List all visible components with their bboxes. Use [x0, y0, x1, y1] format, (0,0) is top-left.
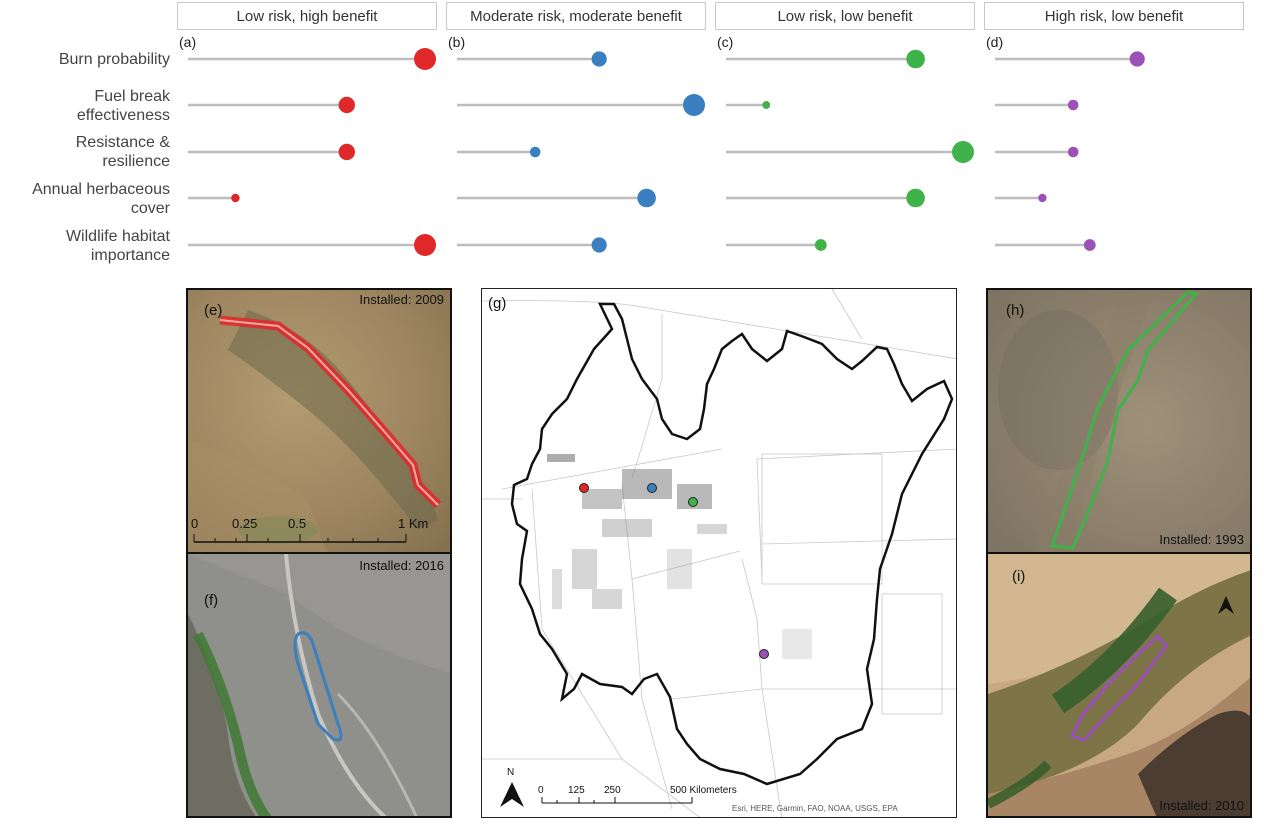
map-svg: N 0 125 250 500 Kilometers Esri, HERE, G…	[482, 289, 956, 817]
north-arrow-icon	[1218, 596, 1234, 614]
row-label-line: resilience	[102, 153, 170, 170]
lollipop-point	[906, 49, 925, 69]
lollipop-point	[338, 143, 355, 161]
aerial-image-i	[988, 554, 1250, 816]
lollipop-point	[683, 94, 705, 116]
aerial-photo-f: (f) Installed: 2016	[186, 552, 452, 818]
row-label-resistance: Resistance & resilience	[0, 133, 170, 171]
map-scale-tick-0: 0	[538, 785, 544, 796]
lollipop-chart	[188, 48, 1145, 256]
panel-header-b: Moderate risk, moderate benefit	[446, 2, 706, 30]
scale-tick-e-025: 0.25	[232, 516, 257, 531]
aerial-photo-i: (i) Installed: 2010	[986, 552, 1252, 818]
lollipop-point	[1067, 146, 1079, 158]
panel-letter-b: (b)	[448, 34, 466, 50]
row-label-line: Burn probability	[58, 51, 170, 68]
lollipop-point	[1129, 51, 1145, 67]
map-site-marker-blue	[647, 483, 657, 493]
photo-letter-e: (e)	[204, 302, 223, 319]
scale-tick-e-0: 0	[191, 516, 198, 531]
installed-label-i: Installed: 2010	[1159, 798, 1244, 813]
installed-label-h: Installed: 1993	[1159, 532, 1244, 547]
lollipop-point	[1083, 239, 1096, 251]
map-letter-g: (g)	[488, 295, 507, 312]
aerial-image-h	[988, 290, 1250, 552]
row-label-line: Annual herbaceous	[32, 181, 170, 198]
installed-label-f: Installed: 2016	[359, 558, 444, 573]
study-area-boundary	[510, 302, 954, 786]
row-label-line: cover	[130, 200, 170, 217]
panel-header-c: Low risk, low benefit	[715, 2, 975, 30]
map-site-marker-red	[579, 483, 589, 493]
row-label-wildlife: Wildlife habitat importance	[0, 227, 170, 265]
aerial-photo-e: 0 0.25 0.5 1 Km (e) Installed: 2009	[186, 288, 452, 554]
photo-letter-f: (f)	[204, 592, 219, 609]
lollipop-point	[591, 51, 607, 67]
lollipop-point	[637, 188, 656, 208]
aerial-image-f	[188, 554, 450, 816]
row-label-fuel-break: Fuel break effectiveness	[0, 87, 170, 125]
map-panel-g: N 0 125 250 500 Kilometers Esri, HERE, G…	[481, 288, 957, 818]
row-label-line: Fuel break	[94, 88, 170, 105]
panel-letter-a: (a)	[179, 34, 197, 50]
fuel-break-outline-h	[1049, 290, 1199, 550]
photo-letter-i: (i)	[1012, 568, 1026, 585]
lollipop-point	[591, 237, 607, 253]
panel-header-a: Low risk, high benefit	[177, 2, 437, 30]
scale-tick-e-1km: 1 Km	[398, 516, 428, 531]
lollipop-point	[338, 96, 355, 114]
lollipop-point	[414, 234, 436, 256]
row-label-line: Resistance &	[75, 134, 170, 151]
lollipop-point	[1067, 99, 1079, 111]
lollipop-point	[414, 48, 436, 70]
lollipop-point	[906, 188, 925, 208]
lollipop-point	[762, 101, 771, 109]
scale-tick-e-05: 0.5	[288, 516, 306, 531]
map-scale-tick-125: 125	[568, 785, 585, 796]
panel-header-d: High risk, low benefit	[984, 2, 1244, 30]
lollipop-point	[529, 146, 541, 158]
panel-letter-c: (c)	[717, 34, 734, 50]
north-label: N	[507, 767, 514, 778]
map-site-marker-purple	[759, 649, 769, 659]
row-label-line: Wildlife habitat	[65, 228, 170, 245]
fuel-break-outline-f	[293, 631, 343, 742]
installed-label-e: Installed: 2009	[359, 292, 444, 307]
row-label-burn-probability: Burn probability	[0, 50, 170, 69]
map-site-marker-green	[688, 497, 698, 507]
lollipop-point	[814, 239, 827, 251]
map-scale-tick-250: 250	[604, 785, 621, 796]
aerial-image-e: 0 0.25 0.5 1 Km	[188, 290, 450, 552]
map-attribution: Esri, HERE, Garmin, FAO, NOAA, USGS, EPA	[732, 804, 898, 813]
row-label-line: effectiveness	[76, 107, 170, 124]
north-arrow-icon	[500, 782, 524, 807]
aerial-photo-h: (h) Installed: 1993	[986, 288, 1252, 554]
map-scale-tick-500: 500 Kilometers	[670, 785, 737, 796]
panel-letter-d: (d)	[986, 34, 1004, 50]
lollipop-point	[952, 141, 974, 163]
photo-letter-h: (h)	[1006, 302, 1025, 319]
lollipop-point	[1038, 193, 1047, 203]
row-label-annual-herbaceous: Annual herbaceous cover	[0, 180, 170, 218]
lollipop-point	[231, 193, 240, 203]
fuel-break-outline-i	[1069, 633, 1168, 742]
row-label-line: importance	[90, 247, 170, 264]
